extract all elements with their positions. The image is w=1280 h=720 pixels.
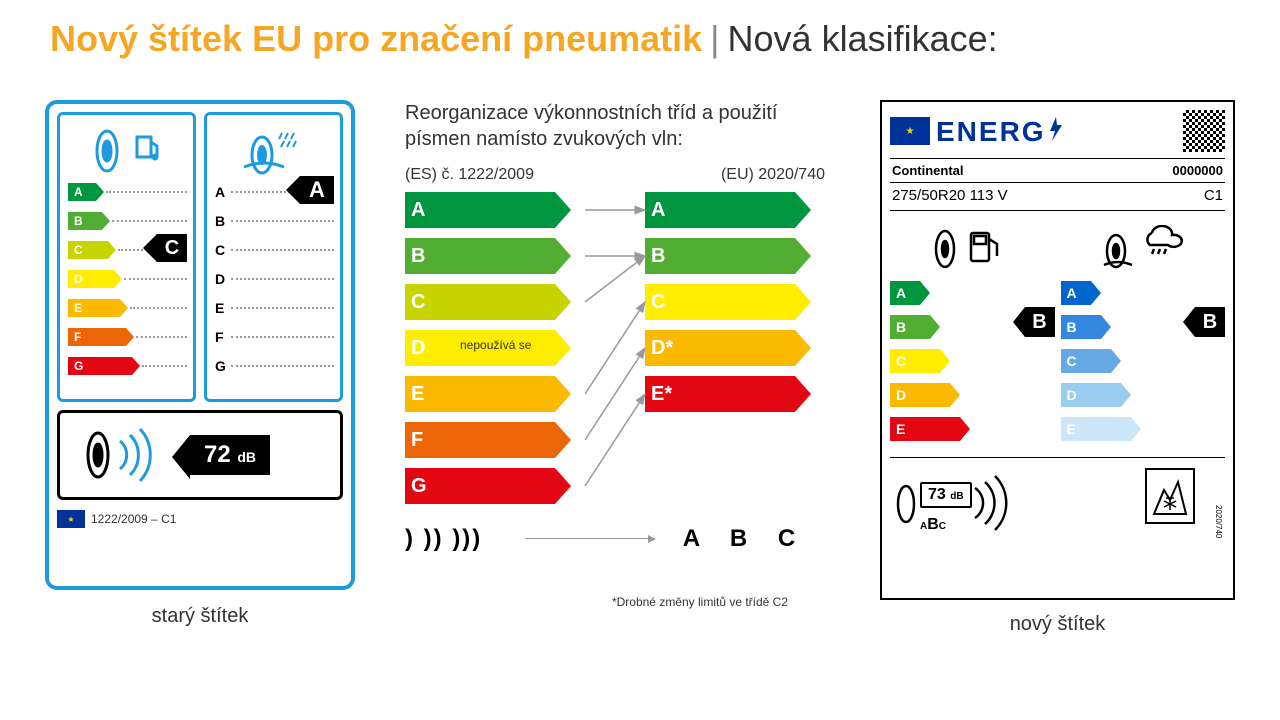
new-wet-panel: ABCDE B bbox=[1061, 219, 1226, 449]
title-main: Nový štítek EU pro značení pneumatik bbox=[50, 18, 702, 59]
mid-old-class-F: F bbox=[405, 420, 585, 460]
rain-cloud-icon bbox=[1061, 223, 1226, 273]
old-regulation: ★ 1222/2009 – C1 bbox=[57, 510, 343, 528]
mid-old-class-B: B bbox=[405, 236, 585, 276]
mid-new-class-B: B bbox=[645, 236, 825, 276]
old-fuel-class-E: E bbox=[60, 296, 193, 320]
new-noise-section: 73 dB ABC bbox=[890, 468, 1030, 538]
old-wet-rating: A bbox=[300, 176, 334, 204]
mid-new-class-C: C bbox=[645, 282, 825, 322]
old-fuel-class-A: A bbox=[60, 180, 193, 204]
mid-old-class-E: E bbox=[405, 374, 585, 414]
fuel-station-icon bbox=[890, 223, 1055, 273]
snow-mountain-icon bbox=[1145, 468, 1195, 524]
old-fuel-class-B: B bbox=[60, 209, 193, 233]
new-wet-class-C: C bbox=[1061, 347, 1226, 375]
new-fuel-class-E: E bbox=[890, 415, 1055, 443]
old-noise-panel: 72 dB bbox=[57, 410, 343, 500]
new-fuel-rating: B bbox=[1025, 307, 1055, 337]
mid-footnote: *Drobné změny limitů ve třídě C2 bbox=[560, 595, 840, 609]
mid-col-old: (ES) č. 1222/2009 bbox=[405, 166, 534, 184]
tyre-class: C1 bbox=[1204, 187, 1223, 204]
mid-heading: Reorganizace výkonnostních tříd a použit… bbox=[405, 100, 825, 152]
new-wet-class-A: A bbox=[1061, 279, 1226, 307]
tyre-size: 275/50R20 113 V bbox=[892, 187, 1008, 204]
wet-tyre-icon bbox=[207, 123, 340, 178]
mid-old-class-C: C bbox=[405, 282, 585, 322]
brand-name: Continental bbox=[892, 163, 964, 178]
old-wet-panel: ABCDEFG A bbox=[204, 112, 343, 402]
old-wet-class-E: E bbox=[207, 296, 340, 320]
eu-flag-icon: ★ bbox=[57, 510, 85, 528]
noise-class-letters: ABC bbox=[920, 516, 946, 534]
article-number: 0000000 bbox=[1172, 163, 1223, 178]
reorganization-section: Reorganizace výkonnostních tříd a použit… bbox=[405, 100, 825, 560]
mid-old-class-G: G bbox=[405, 466, 585, 506]
mid-old-class-A: A bbox=[405, 190, 585, 230]
mid-new-class-A: A bbox=[645, 190, 825, 230]
noise-tyre-icon bbox=[78, 425, 178, 485]
energ-wordmark: ENERG bbox=[936, 115, 1177, 148]
mid-new-class-D*: D* bbox=[645, 328, 825, 368]
old-wet-class-G: G bbox=[207, 354, 340, 378]
old-wet-class-C: C bbox=[207, 238, 340, 262]
new-fuel-class-C: C bbox=[890, 347, 1055, 375]
old-fuel-class-F: F bbox=[60, 325, 193, 349]
fuel-tyre-icon bbox=[60, 123, 193, 178]
page-title: Nový štítek EU pro značení pneumatik|Nov… bbox=[50, 18, 1230, 60]
mid-new-class-E*: E* bbox=[645, 374, 825, 414]
old-noise-badge: 72 dB bbox=[190, 435, 270, 475]
new-fuel-class-A: A bbox=[890, 279, 1055, 307]
new-label-caption: nový štítek bbox=[880, 613, 1235, 636]
old-label-caption: starý štítek bbox=[45, 605, 355, 628]
mid-old-class-D: Dnepoužívá se bbox=[405, 328, 585, 368]
new-fuel-panel: ABCDE B bbox=[890, 219, 1055, 449]
old-wet-class-D: D bbox=[207, 267, 340, 291]
old-fuel-class-D: D bbox=[60, 267, 193, 291]
old-wet-class-B: B bbox=[207, 209, 340, 233]
old-wet-class-F: F bbox=[207, 325, 340, 349]
old-tyre-label: ABCDEFG C ABCDEFG A 72 dB ★ 1222/2009 – … bbox=[45, 100, 355, 590]
new-tyre-label: ★ ENERG Continental 0000000 275/50R20 11… bbox=[880, 100, 1235, 600]
sound-waves-old: ) )) ))) bbox=[405, 525, 482, 553]
old-fuel-class-G: G bbox=[60, 354, 193, 378]
qr-code-icon bbox=[1183, 110, 1225, 152]
old-fuel-rating: C bbox=[157, 234, 187, 262]
mid-col-new: (EU) 2020/740 bbox=[721, 166, 825, 184]
new-wet-class-E: E bbox=[1061, 415, 1226, 443]
eu-flag-icon: ★ bbox=[890, 117, 930, 145]
title-sub: Nová klasifikace: bbox=[728, 18, 998, 59]
new-regulation: 2020/740 bbox=[1214, 505, 1223, 538]
new-wet-class-D: D bbox=[1061, 381, 1226, 409]
noise-value-badge: 73 dB bbox=[920, 482, 972, 508]
old-fuel-panel: ABCDEFG C bbox=[57, 112, 196, 402]
new-fuel-class-D: D bbox=[890, 381, 1055, 409]
new-wet-rating: B bbox=[1195, 307, 1225, 337]
sound-letters-new: A B C bbox=[665, 525, 825, 553]
